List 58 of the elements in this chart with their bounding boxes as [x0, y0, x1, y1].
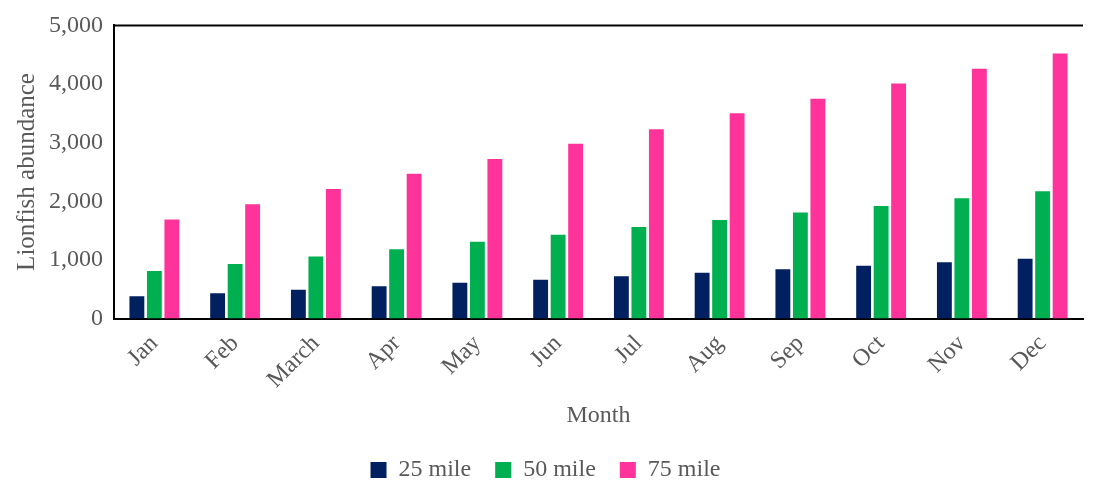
x-tick-label: Jun	[524, 329, 567, 372]
bar	[873, 205, 889, 319]
y-tick-label: 4,000	[49, 69, 103, 96]
bar	[694, 272, 710, 319]
legend-label: 75 mile	[647, 455, 721, 482]
x-tick-label: Nov	[922, 329, 970, 377]
bar	[325, 188, 341, 319]
bar	[533, 279, 549, 319]
y-tick-label: 2,000	[49, 186, 103, 213]
bar	[1035, 191, 1051, 319]
x-tick-label: Jul	[608, 329, 648, 368]
x-tick-label: Aug	[679, 329, 728, 377]
bar	[164, 219, 180, 319]
bar	[856, 265, 872, 319]
y-tick-label: 3,000	[49, 127, 103, 154]
bar	[227, 264, 243, 319]
bar	[469, 241, 485, 319]
bar	[971, 68, 987, 319]
x-tick-label: Feb	[199, 329, 244, 374]
x-tick-label: Dec	[1004, 329, 1051, 376]
bar	[487, 159, 503, 319]
bar	[631, 227, 647, 319]
y-tick-label: 1,000	[49, 245, 103, 272]
y-tick-label: 0	[91, 303, 103, 330]
legend-label: 50 mile	[523, 455, 596, 482]
bar	[308, 256, 324, 319]
x-tick-label: Oct	[846, 329, 890, 373]
bar	[729, 113, 745, 319]
x-tick-label: Apr	[359, 329, 405, 375]
bar	[568, 143, 584, 319]
bar	[775, 269, 791, 319]
bar	[245, 204, 261, 319]
bar	[712, 220, 728, 319]
bar	[389, 249, 405, 319]
bar	[290, 289, 306, 319]
x-axis-title: Month	[566, 400, 631, 427]
bar	[936, 262, 952, 319]
bar	[146, 271, 162, 319]
bar	[891, 83, 907, 319]
bar	[406, 173, 422, 319]
y-tick-label: 5,000	[49, 10, 103, 37]
bar	[452, 282, 468, 319]
y-axis-title: Lionfish abundance	[11, 73, 39, 271]
bar	[792, 212, 808, 319]
bar	[648, 129, 664, 319]
bar	[129, 296, 145, 319]
x-tick-label: Jan	[121, 329, 163, 371]
legend-label: 25 mile	[398, 455, 472, 482]
bar	[954, 198, 970, 319]
bar	[550, 234, 566, 319]
x-tick-label: Sep	[764, 329, 809, 374]
bar	[1017, 258, 1033, 319]
bar	[613, 276, 629, 319]
bar	[371, 286, 387, 319]
bar	[810, 98, 826, 319]
bar	[210, 293, 226, 319]
bar	[1052, 53, 1068, 319]
x-tick-label: May	[435, 329, 486, 379]
